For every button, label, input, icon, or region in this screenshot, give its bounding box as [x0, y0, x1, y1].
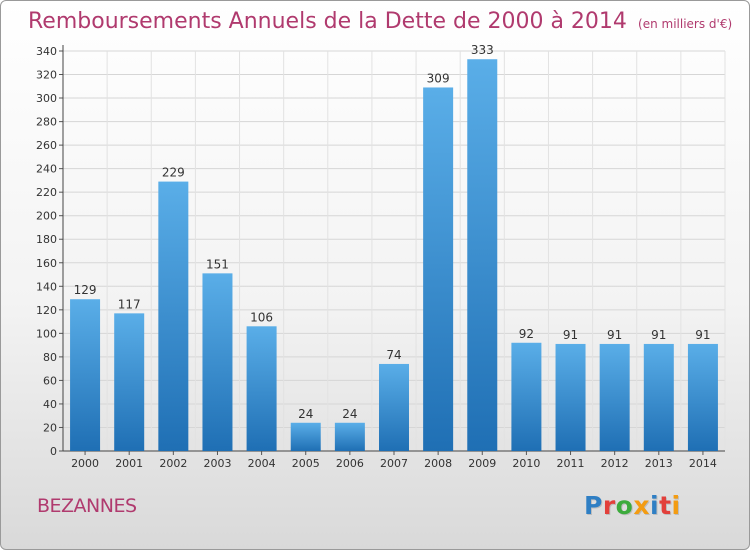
- bar-2008: [423, 87, 454, 452]
- value-label-2002: 229: [162, 166, 185, 180]
- x-tick-label: 2004: [248, 457, 276, 470]
- x-tick-label: 2013: [645, 457, 673, 470]
- x-tick-label: 2008: [424, 457, 452, 470]
- bar-2013: [643, 343, 674, 451]
- y-tick-label: 120: [36, 304, 57, 317]
- bar-2006: [334, 422, 365, 451]
- value-label-2000: 129: [74, 283, 97, 297]
- y-tick-label: 160: [36, 257, 57, 270]
- chart-subtitle: (en milliers d'€): [638, 17, 733, 31]
- bar-2003: [202, 273, 233, 451]
- bars: [70, 59, 718, 452]
- logo-letter: i: [671, 491, 681, 520]
- y-tick-label: 180: [36, 233, 57, 246]
- value-label-2001: 117: [118, 297, 141, 311]
- value-label-2005: 24: [298, 407, 313, 421]
- x-tick-label: 2005: [292, 457, 320, 470]
- title-row: Remboursements Annuels de la Dette de 20…: [28, 9, 732, 34]
- logo-letter: x: [633, 491, 650, 520]
- x-tick-label: 2010: [512, 457, 540, 470]
- bar-2014: [687, 343, 718, 451]
- x-tick-label: 2014: [689, 457, 717, 470]
- bar-2001: [114, 313, 145, 451]
- x-tick-label: 2007: [380, 457, 408, 470]
- y-tick-label: 0: [50, 445, 57, 458]
- value-label-2007: 74: [386, 348, 401, 362]
- bar-2011: [555, 343, 586, 451]
- x-tick-label: 2002: [159, 457, 187, 470]
- x-tick-label: 2012: [601, 457, 629, 470]
- bar-2009: [467, 59, 498, 452]
- data-labels: 129 117 229 151 106 24 24 74 309 333 92 91 91 91 91: [74, 43, 711, 421]
- value-label-2012: 91: [607, 328, 622, 342]
- bar-2004: [246, 326, 277, 451]
- logo-letter: P: [584, 491, 603, 520]
- x-tick-label: 2011: [557, 457, 585, 470]
- value-label-2010: 92: [519, 327, 534, 341]
- value-label-2013: 91: [651, 328, 666, 342]
- chart-title: Remboursements Annuels de la Dette de 20…: [28, 9, 627, 34]
- y-tick-label: 20: [43, 421, 57, 434]
- logo-letter: i: [650, 491, 660, 520]
- y-tick-label: 80: [43, 351, 57, 364]
- y-tick-label: 240: [36, 163, 57, 176]
- value-label-2003: 151: [206, 257, 229, 271]
- y-tick-label: 260: [36, 139, 57, 152]
- axes: 0 20 40 60 80 100 120 140 160 180 200 220 240 260 280 3…: [36, 45, 725, 470]
- y-tick-label: 220: [36, 186, 57, 199]
- y-tick-label: 100: [36, 327, 57, 340]
- bar-2000: [70, 299, 101, 451]
- bar-2012: [599, 343, 630, 451]
- y-tick-label: 320: [36, 69, 57, 82]
- logo-letter: t: [659, 491, 672, 520]
- y-tick-label: 200: [36, 210, 57, 223]
- logo-letter: r: [602, 491, 616, 520]
- x-tick-label: 2000: [71, 457, 99, 470]
- value-label-2004: 106: [250, 310, 273, 324]
- value-label-2009: 333: [471, 43, 494, 57]
- x-tick-label: 2001: [115, 457, 143, 470]
- x-tick-label: 2006: [336, 457, 364, 470]
- value-label-2014: 91: [695, 328, 710, 342]
- x-tick-label: 2009: [468, 457, 496, 470]
- bar-2010: [511, 342, 542, 451]
- bar-2005: [290, 422, 321, 451]
- y-tick-label: 140: [36, 280, 57, 293]
- y-tick-label: 60: [43, 374, 57, 387]
- bar-2007: [379, 363, 409, 451]
- x-tick-label: 2003: [203, 457, 231, 470]
- logo-letter: o: [615, 491, 634, 520]
- y-tick-label: 300: [36, 92, 57, 105]
- bar-2002: [158, 181, 189, 451]
- y-tick-label: 40: [43, 398, 57, 411]
- value-label-2008: 309: [427, 71, 450, 85]
- value-label-2006: 24: [342, 407, 357, 421]
- value-label-2011: 91: [563, 328, 578, 342]
- city-name: BEZANNES: [37, 495, 137, 517]
- y-tick-label: 280: [36, 116, 57, 129]
- y-tick-label: 340: [36, 45, 57, 58]
- proxiti-logo: Proxiti: [584, 491, 681, 520]
